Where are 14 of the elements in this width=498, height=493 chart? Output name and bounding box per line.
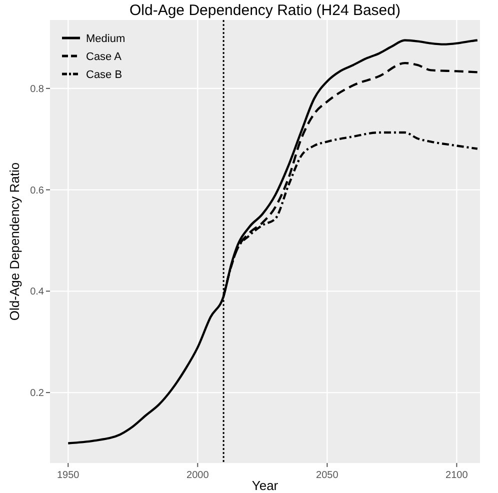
x-tick-label: 2050 [316,470,339,481]
y-tick-label: 0.2 [30,388,44,400]
legend-label: Case B [86,69,122,81]
x-axis-title: Year [252,478,279,493]
x-tick-label: 2100 [446,470,468,481]
x-tick-label: 2000 [186,470,210,481]
y-tick-label: 0.8 [30,84,44,95]
legend-label: Case A [86,51,122,63]
y-tick-label: 0.6 [30,185,44,196]
x-tick-label: 1950 [57,470,80,481]
y-tick-label: 0.4 [30,286,44,298]
y-axis-title: Old-Age Dependency Ratio [7,162,22,321]
chart-title: Old-Age Dependency Ratio (H24 Based) [130,2,400,19]
legend-label: Medium [86,33,126,45]
